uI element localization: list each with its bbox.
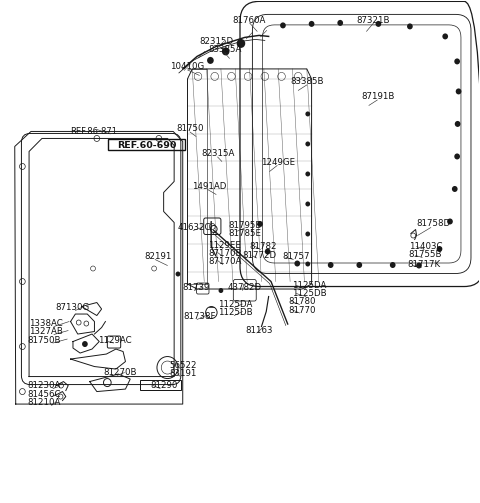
Text: 87191B: 87191B bbox=[362, 92, 395, 101]
Circle shape bbox=[176, 272, 180, 277]
Text: 81163: 81163 bbox=[245, 325, 273, 334]
Text: 81758D: 81758D bbox=[416, 219, 450, 228]
Text: 81757: 81757 bbox=[283, 252, 310, 261]
Text: 81210A: 81210A bbox=[28, 398, 61, 407]
Text: 1125DB: 1125DB bbox=[292, 289, 326, 298]
Text: 11403C: 11403C bbox=[409, 242, 443, 251]
Text: 87321B: 87321B bbox=[357, 16, 390, 25]
Text: 1249GE: 1249GE bbox=[261, 158, 295, 167]
Text: 1125DA: 1125DA bbox=[292, 281, 326, 290]
Circle shape bbox=[337, 20, 343, 26]
Circle shape bbox=[222, 47, 229, 55]
Circle shape bbox=[218, 288, 223, 293]
Text: 81785E: 81785E bbox=[228, 229, 261, 238]
Circle shape bbox=[305, 262, 310, 267]
Text: 1327AB: 1327AB bbox=[29, 327, 63, 336]
Circle shape bbox=[454, 153, 460, 159]
Text: 81270B: 81270B bbox=[103, 368, 136, 377]
Text: 81772D: 81772D bbox=[242, 250, 276, 260]
Text: 56522: 56522 bbox=[169, 361, 196, 370]
Circle shape bbox=[309, 21, 314, 27]
Circle shape bbox=[375, 21, 381, 27]
Text: 81717K: 81717K bbox=[407, 260, 440, 269]
Text: 81738F: 81738F bbox=[183, 312, 216, 321]
Circle shape bbox=[305, 172, 310, 177]
Circle shape bbox=[390, 262, 396, 268]
Circle shape bbox=[357, 262, 362, 268]
Circle shape bbox=[455, 121, 460, 127]
Circle shape bbox=[265, 248, 271, 255]
Text: 43782D: 43782D bbox=[228, 283, 262, 292]
Text: REF.86-871: REF.86-871 bbox=[71, 127, 118, 136]
Text: 83385A: 83385A bbox=[208, 45, 241, 54]
Text: 81760A: 81760A bbox=[233, 16, 266, 25]
Text: 1491AD: 1491AD bbox=[192, 182, 226, 191]
Text: 82315D: 82315D bbox=[199, 37, 233, 46]
Text: 1125DB: 1125DB bbox=[218, 308, 252, 317]
Circle shape bbox=[305, 231, 310, 236]
Circle shape bbox=[257, 221, 263, 227]
Text: 1338AC: 1338AC bbox=[29, 319, 63, 328]
Text: 81780: 81780 bbox=[288, 297, 316, 306]
Circle shape bbox=[454, 58, 460, 64]
Circle shape bbox=[207, 57, 214, 64]
Text: 87170B: 87170B bbox=[208, 249, 241, 258]
Text: 83191: 83191 bbox=[169, 369, 196, 378]
Circle shape bbox=[82, 341, 88, 347]
Text: 83385B: 83385B bbox=[290, 77, 324, 86]
Circle shape bbox=[305, 112, 310, 116]
Circle shape bbox=[294, 261, 300, 267]
Text: 81739: 81739 bbox=[182, 283, 210, 292]
Text: 1129EE: 1129EE bbox=[208, 241, 241, 250]
Circle shape bbox=[443, 33, 448, 39]
Text: 82191: 82191 bbox=[144, 252, 172, 261]
Text: 81782: 81782 bbox=[249, 242, 276, 251]
Text: 81456C: 81456C bbox=[28, 389, 61, 398]
Text: 81770: 81770 bbox=[288, 305, 316, 314]
Circle shape bbox=[416, 263, 422, 269]
Text: 81750B: 81750B bbox=[28, 336, 61, 345]
Text: 81795E: 81795E bbox=[228, 221, 261, 230]
Circle shape bbox=[452, 186, 457, 192]
Text: 41632C: 41632C bbox=[178, 223, 211, 232]
Circle shape bbox=[437, 246, 443, 252]
Circle shape bbox=[280, 23, 286, 28]
Text: 1125DA: 1125DA bbox=[218, 300, 252, 309]
Circle shape bbox=[456, 89, 461, 95]
Circle shape bbox=[447, 218, 453, 224]
Circle shape bbox=[237, 39, 245, 48]
Text: 10410G: 10410G bbox=[170, 62, 204, 71]
Text: 87130G: 87130G bbox=[55, 303, 89, 312]
Text: 87170A: 87170A bbox=[208, 257, 241, 266]
Text: 81755B: 81755B bbox=[408, 250, 442, 259]
Text: 1129AC: 1129AC bbox=[98, 336, 132, 345]
Text: 81230A: 81230A bbox=[28, 381, 61, 390]
Circle shape bbox=[305, 141, 310, 146]
Text: 82315A: 82315A bbox=[201, 149, 234, 158]
Circle shape bbox=[407, 24, 413, 29]
Text: 81750: 81750 bbox=[176, 124, 204, 133]
Text: REF.60-690: REF.60-690 bbox=[117, 141, 177, 150]
Text: 81290: 81290 bbox=[150, 381, 177, 390]
Circle shape bbox=[328, 262, 334, 268]
Circle shape bbox=[305, 202, 310, 206]
